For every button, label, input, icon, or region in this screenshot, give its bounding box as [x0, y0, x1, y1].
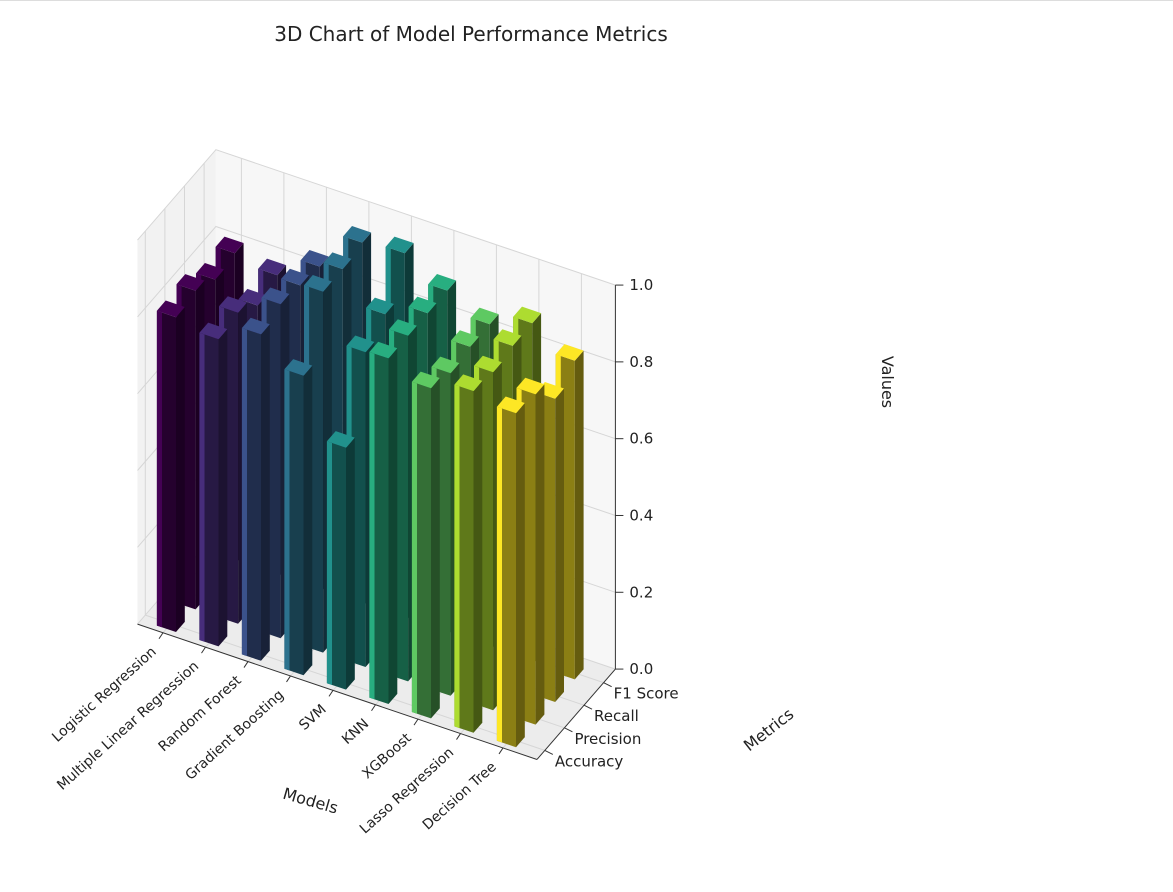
bar: [241, 317, 270, 661]
y-tick-label: Precision: [574, 730, 641, 748]
x-tick-label: SVM: [296, 701, 329, 733]
y-tick: [544, 749, 554, 755]
x-tick: [286, 675, 291, 683]
y-tick-label: Recall: [594, 707, 639, 725]
x-tick-label: KNN: [339, 716, 372, 748]
y-tick-label: F1 Score: [614, 685, 679, 703]
y-tick: [583, 704, 593, 710]
z-tick-label: 0.2: [629, 583, 653, 601]
y-tick: [603, 682, 612, 688]
x-tick: [243, 661, 249, 668]
y-axis-label: Metrics: [740, 704, 797, 755]
grid-line-z: [137, 149, 616, 286]
bar: [411, 371, 440, 719]
bar: [326, 431, 355, 690]
top-border: [0, 0, 1173, 1]
x-tick: [456, 733, 461, 740]
x-tick: [328, 690, 334, 697]
bar: [199, 322, 228, 647]
bar: [156, 300, 185, 632]
bars: [156, 226, 584, 748]
bar: [454, 374, 483, 733]
x-tick: [498, 747, 504, 755]
y-tick: [564, 727, 573, 733]
x-tick-label: XGBoost: [359, 730, 415, 782]
x-tick-label: Gradient Boosting: [182, 687, 287, 784]
z-tick-label: 1.0: [629, 276, 653, 294]
x-axis-line: [137, 623, 538, 760]
z-tick-label: 0.6: [629, 430, 653, 448]
bar: [369, 341, 398, 704]
bar: [496, 396, 525, 748]
x-tick: [371, 704, 376, 712]
z-tick-label: 0.8: [629, 353, 653, 371]
z-tick-label: 0.4: [629, 506, 653, 524]
z-tick-label: 0.0: [629, 660, 653, 678]
x-axis-label: Models: [281, 784, 340, 818]
chart-title: 3D Chart of Model Performance Metrics: [274, 22, 668, 46]
z-axis-label: Values: [878, 356, 897, 408]
grid-line-y: [144, 231, 545, 751]
y-tick-label: Accuracy: [555, 752, 624, 770]
x-tick: [201, 646, 206, 654]
x-tick: [413, 718, 419, 726]
bar: [284, 359, 313, 676]
x-tick: [158, 632, 164, 640]
x-tick-label: Logistic Regression: [49, 644, 160, 746]
y-axis-line: [536, 668, 616, 760]
